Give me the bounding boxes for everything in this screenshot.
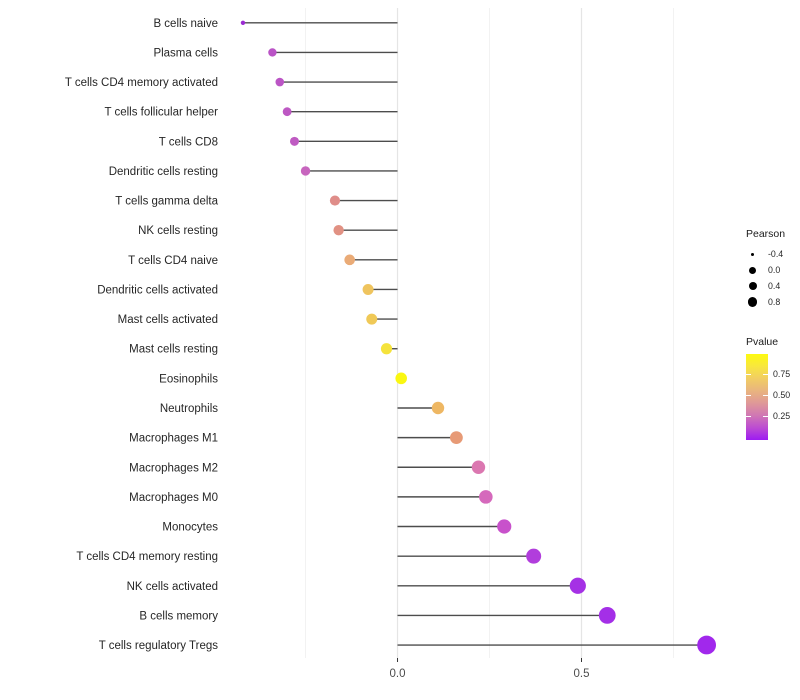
data-point (282, 107, 292, 117)
category-label: B cells naive (153, 18, 218, 30)
legend-size-dot-icon (749, 266, 756, 274)
gradient-tick-mark (746, 416, 751, 417)
data-point (275, 77, 285, 87)
category-label: B cells memory (139, 610, 218, 622)
category-label: NK cells activated (127, 581, 218, 593)
data-point (380, 343, 393, 355)
data-point (471, 460, 486, 474)
gradient-tick-mark (763, 395, 768, 397)
category-label: Eosinophils (159, 373, 218, 385)
data-point (366, 313, 378, 325)
legend-pearson-entry: 0.4 (746, 278, 800, 294)
category-label: T cells CD8 (159, 136, 218, 148)
category-label: T cells regulatory Tregs (99, 640, 219, 652)
legend-size-dot-icon (747, 297, 758, 307)
legend-size-label: 0.0 (768, 265, 781, 275)
gradient-tick-mark (763, 416, 768, 417)
legend-size-dot-icon (751, 252, 754, 256)
data-point (395, 372, 407, 385)
legend-pearson-entry: 0.8 (746, 294, 800, 310)
gradient-tick-mark (763, 374, 768, 376)
data-point (569, 577, 586, 594)
category-label: Plasma cells (153, 47, 218, 59)
legend-size-label: 0.8 (768, 297, 781, 307)
data-point (329, 195, 341, 206)
category-label: Neutrophils (160, 403, 218, 415)
data-point (449, 431, 463, 445)
legend-pearson-entries: -0.4 0.0 0.4 0.8 (746, 246, 800, 310)
pvalue-gradient-wrap: 0.75 0.50 0.25 (746, 354, 800, 440)
data-point (333, 225, 344, 236)
category-label: NK cells resting (138, 225, 218, 237)
data-point (598, 607, 616, 624)
category-label: Dendritic cells resting (109, 166, 218, 178)
pvalue-gradient-bar (746, 354, 768, 440)
category-label: T cells follicular helper (104, 107, 218, 119)
category-label: T cells CD4 memory activated (65, 77, 218, 89)
category-label: Macrophages M0 (129, 492, 218, 504)
category-label: Mast cells resting (129, 344, 218, 356)
legend-pearson-entry: 0.0 (746, 262, 800, 278)
category-label: Macrophages M2 (129, 462, 218, 474)
data-point (344, 254, 355, 266)
legend-pearson-entry: -0.4 (746, 246, 800, 262)
category-label: T cells CD4 naive (128, 255, 218, 267)
gradient-tick-label: 0.50 (773, 390, 791, 401)
data-point (697, 635, 717, 655)
data-point (268, 48, 277, 57)
gradient-tick-mark (746, 374, 751, 376)
category-label: Monocytes (162, 522, 218, 534)
legend-pvalue: Pvalue 0.75 0.50 0.25 (746, 336, 800, 440)
data-point (479, 490, 493, 504)
data-point (289, 136, 299, 146)
category-label: Dendritic cells activated (97, 284, 218, 296)
gradient-tick-label: 0.75 (773, 369, 791, 380)
legend-pvalue-title: Pvalue (746, 336, 779, 348)
legend-pearson-title: Pearson (746, 228, 786, 240)
gradient-tick-label: 0.25 (773, 411, 791, 421)
category-label: T cells gamma delta (115, 196, 218, 208)
data-point (300, 166, 311, 176)
legend-size-dot-icon (748, 282, 757, 290)
data-point (362, 283, 374, 295)
legend-size-label: -0.4 (768, 249, 784, 259)
category-label: Macrophages M1 (129, 433, 218, 445)
category-label: Mast cells activated (118, 314, 218, 326)
x-axis-tick-label: 0.0 (390, 668, 406, 680)
x-axis-tick-label: 0.5 (574, 668, 590, 680)
data-point (497, 519, 512, 534)
gradient-tick-mark (746, 395, 751, 397)
data-point (526, 548, 542, 564)
category-label: T cells CD4 memory resting (76, 551, 218, 563)
legend-size-label: 0.4 (768, 281, 781, 291)
data-point (240, 20, 246, 25)
data-point (431, 401, 445, 415)
legend-pearson: Pearson -0.4 0.0 0.4 0.8 (746, 228, 800, 310)
